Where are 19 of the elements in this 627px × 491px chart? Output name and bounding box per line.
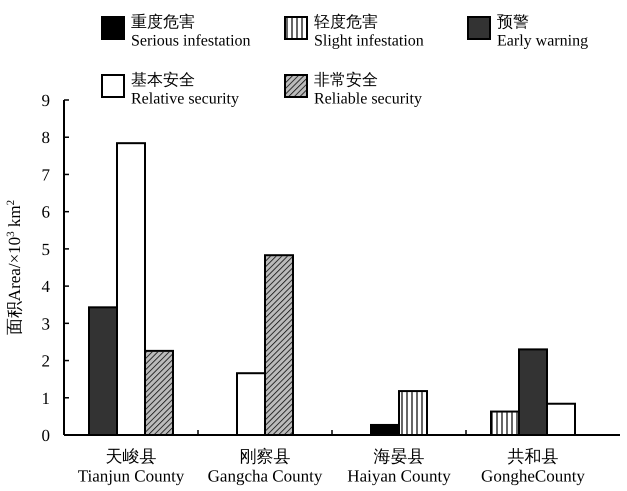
y-tick-label: 4 [42, 277, 50, 296]
y-tick-label: 2 [42, 352, 50, 371]
y-tick-label: 3 [42, 314, 50, 334]
legend-label: 非常安全 Reliable security [314, 71, 422, 108]
x-tick-label: 天峻县 Tianjun County [78, 447, 185, 486]
y-tick-label: 7 [42, 165, 50, 184]
y-tick-label: 1 [42, 388, 50, 408]
y-tick-label: 8 [42, 128, 50, 148]
legend-label: 轻度危害 Slight infestation [314, 13, 424, 50]
legend-label: 基本安全 Relative security [131, 71, 239, 108]
legend-label: 预警 Early warning [497, 14, 588, 50]
legend-label: 重度危害 Serious infestation [131, 13, 251, 50]
y-tick-label: 0 [42, 426, 50, 445]
y-tick-label: 9 [42, 91, 50, 110]
x-tick-label: 共和县 GongheCounty [481, 447, 586, 486]
x-tick-label: 刚察县 Gangcha County [208, 447, 323, 486]
x-tick-label: 海晏县 Haiyan County [347, 447, 452, 486]
y-tick-label: 6 [42, 202, 50, 222]
y-tick-label: 5 [42, 240, 50, 259]
